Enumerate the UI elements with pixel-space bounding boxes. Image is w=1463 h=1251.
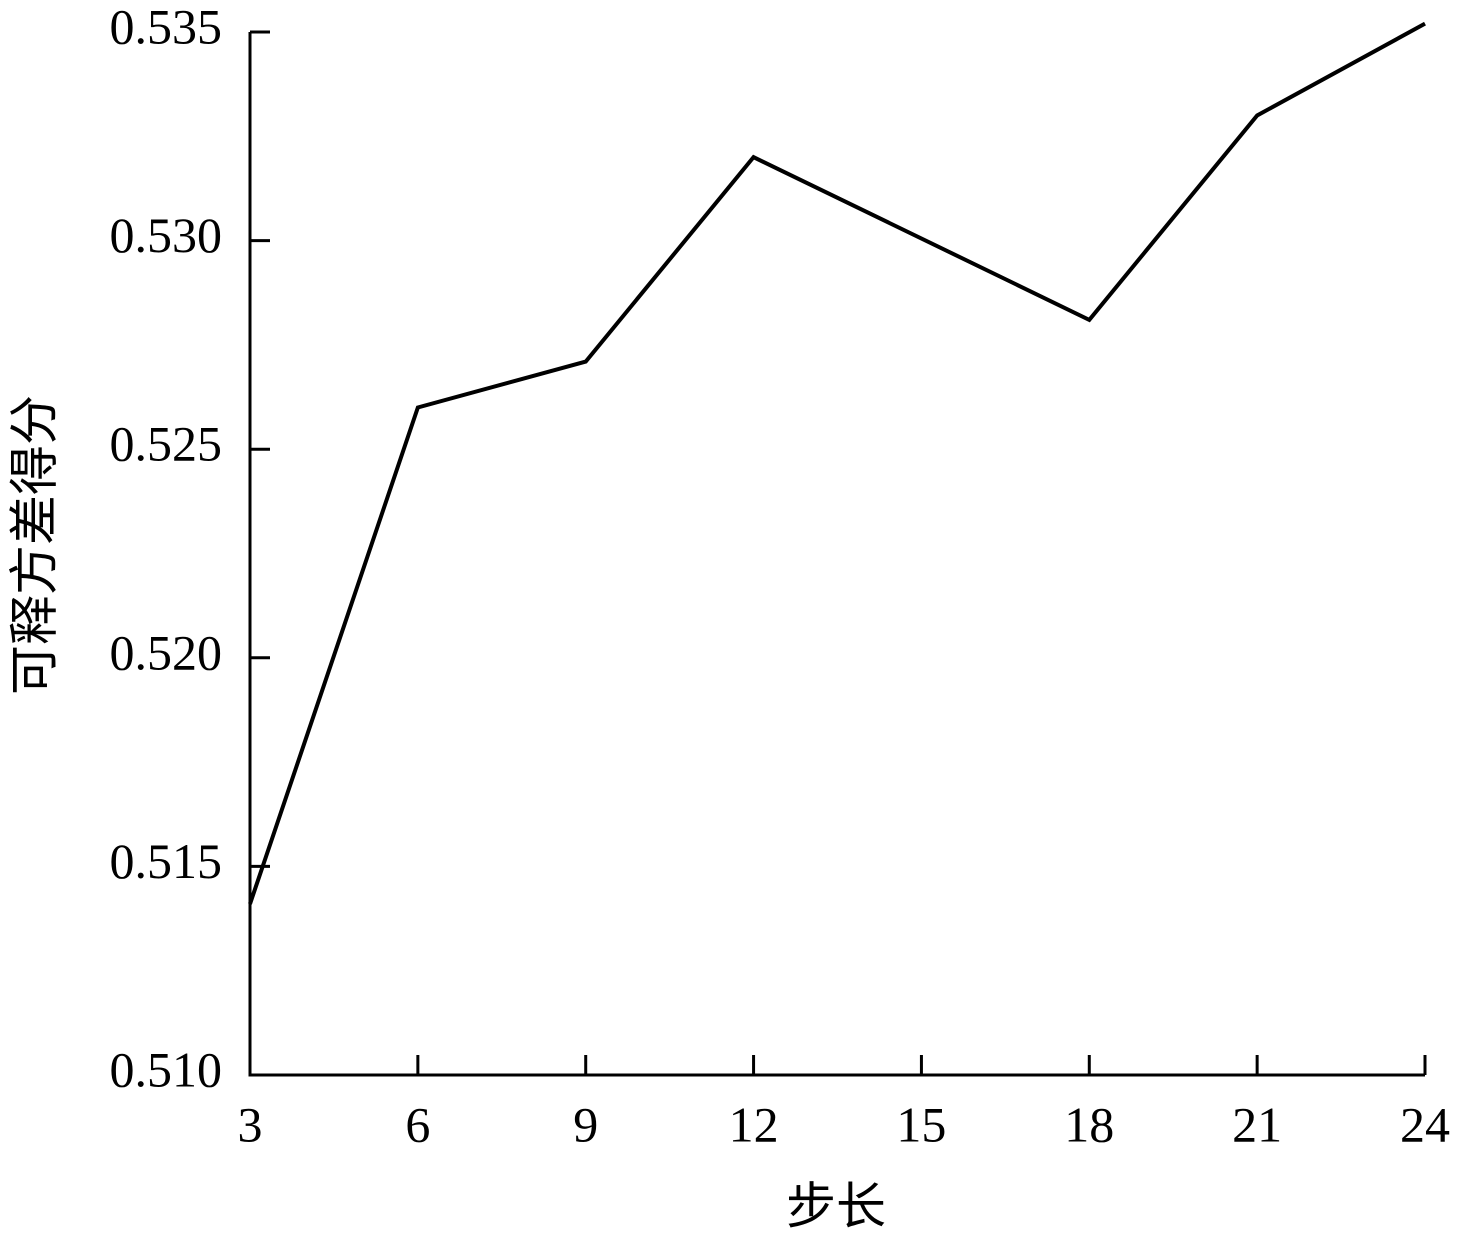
x-tick-label: 9 [573, 1096, 598, 1152]
y-axis-label: 可释方差得分 [6, 395, 62, 695]
x-axis-label: 步长 [786, 1178, 886, 1234]
y-tick-label: 0.515 [110, 833, 223, 889]
x-tick-label: 6 [405, 1096, 430, 1152]
x-tick-label: 3 [238, 1096, 263, 1152]
y-tick-label: 0.530 [110, 207, 223, 263]
x-tick-label: 18 [1064, 1096, 1114, 1152]
y-tick-label: 0.535 [110, 0, 223, 54]
y-tick-label: 0.510 [110, 1041, 223, 1097]
x-tick-label: 21 [1232, 1096, 1282, 1152]
y-tick-label: 0.525 [110, 416, 223, 472]
x-tick-label: 12 [729, 1096, 779, 1152]
x-tick-label: 15 [896, 1096, 946, 1152]
y-tick-label: 0.520 [110, 624, 223, 680]
axes [248, 32, 1425, 1077]
x-tick-label: 24 [1400, 1096, 1450, 1152]
data-line [248, 21, 1426, 905]
